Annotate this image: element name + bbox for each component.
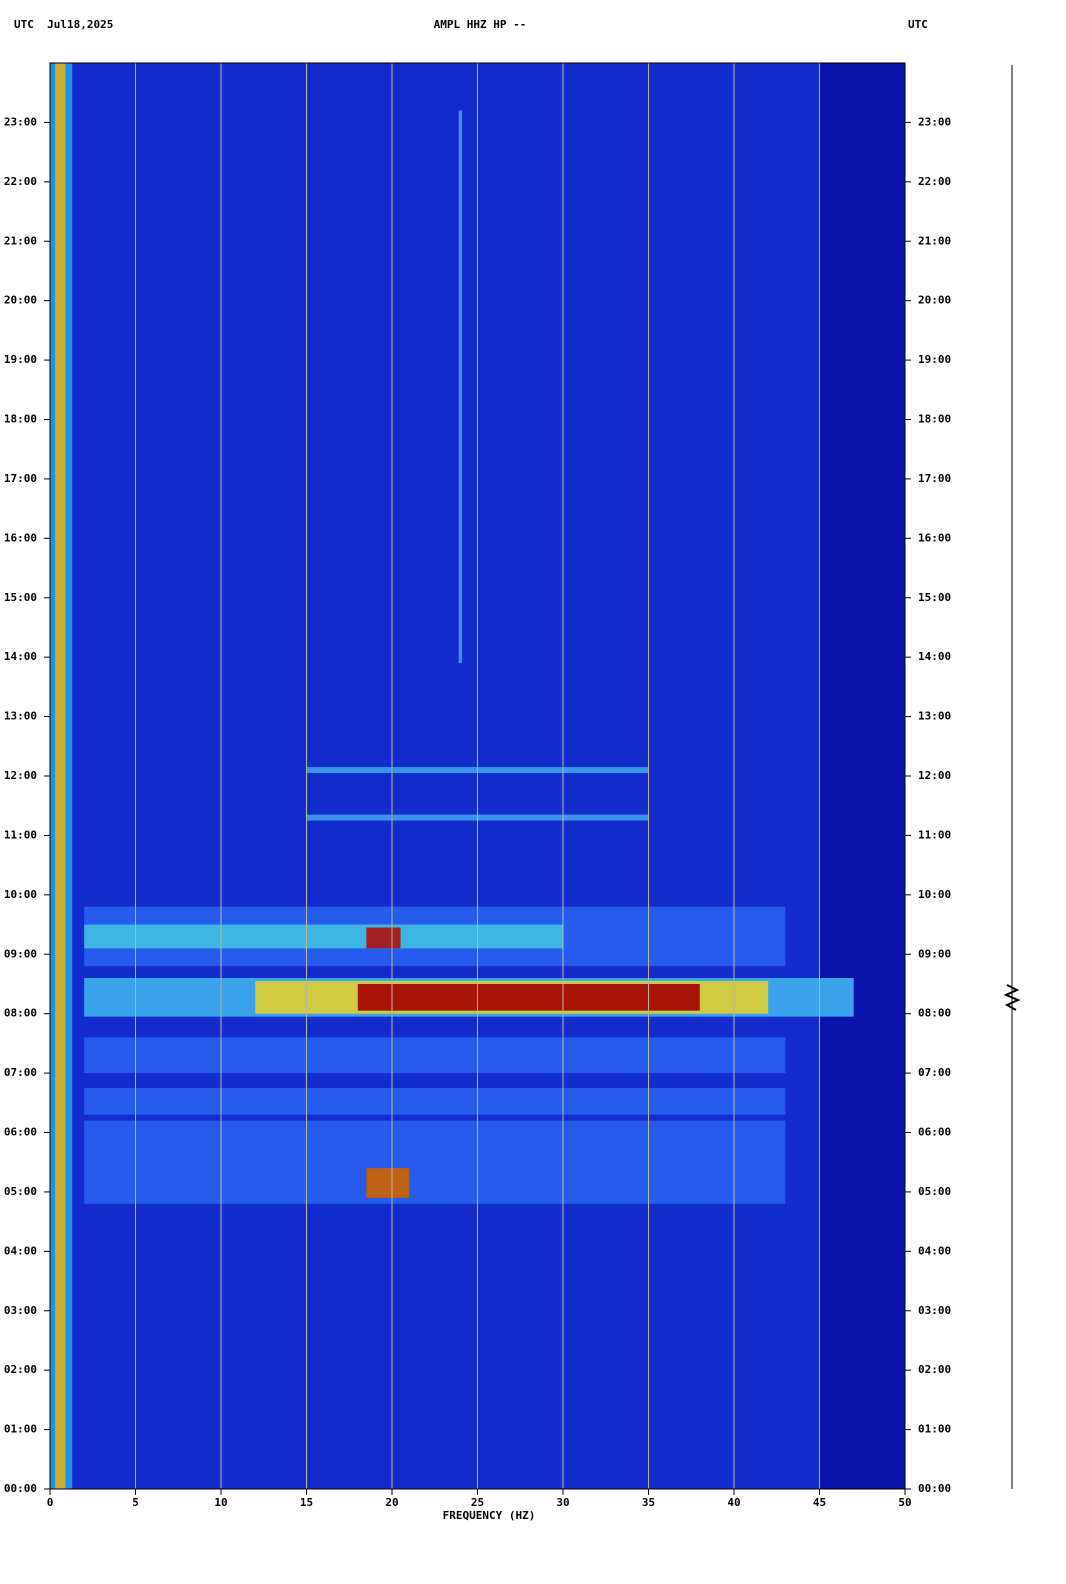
y-tick-label: 04:00 bbox=[4, 1244, 37, 1257]
x-tick-label: 15 bbox=[300, 1496, 313, 1509]
y-tick-label: 13:00 bbox=[4, 710, 37, 723]
x-tick-label: 45 bbox=[813, 1496, 826, 1509]
energy-region bbox=[84, 1120, 786, 1204]
x-tick-label: 0 bbox=[47, 1496, 54, 1509]
y-tick-label: 07:00 bbox=[4, 1066, 37, 1079]
x-tick-label: 35 bbox=[642, 1496, 655, 1509]
x-tick-label: 5 bbox=[132, 1496, 139, 1509]
y-tick-label: 12:00 bbox=[4, 769, 37, 782]
y-tick-label-right: 11:00 bbox=[918, 828, 951, 841]
y-tick-label: 01:00 bbox=[4, 1423, 37, 1436]
y-tick-label-right: 16:00 bbox=[918, 531, 951, 544]
energy-region bbox=[84, 924, 563, 949]
y-tick-label-right: 09:00 bbox=[918, 947, 951, 960]
y-tick-label-right: 08:00 bbox=[918, 1007, 951, 1020]
y-tick-label: 23:00 bbox=[4, 115, 37, 128]
y-tick-label-right: 03:00 bbox=[918, 1304, 951, 1317]
y-tick-label: 19:00 bbox=[4, 353, 37, 366]
energy-region bbox=[67, 63, 820, 1489]
y-tick-label-right: 13:00 bbox=[918, 710, 951, 723]
trace bbox=[1003, 65, 1021, 1489]
y-tick-label: 17:00 bbox=[4, 472, 37, 485]
x-tick-label: 25 bbox=[471, 1496, 484, 1509]
y-tick-label-right: 12:00 bbox=[918, 769, 951, 782]
x-tick-label: 10 bbox=[214, 1496, 227, 1509]
y-tick-label: 15:00 bbox=[4, 591, 37, 604]
y-tick-label: 16:00 bbox=[4, 531, 37, 544]
y-tick-label-right: 19:00 bbox=[918, 353, 951, 366]
y-tick-label: 09:00 bbox=[4, 947, 37, 960]
y-tick-label: 05:00 bbox=[4, 1185, 37, 1198]
y-tick-label: 10:00 bbox=[4, 888, 37, 901]
energy-region bbox=[84, 1087, 786, 1115]
y-tick-label-right: 01:00 bbox=[918, 1423, 951, 1436]
y-tick-label: 00:00 bbox=[4, 1482, 37, 1495]
y-tick-label-right: 22:00 bbox=[918, 175, 951, 188]
header-left: UTC Jul18,2025 bbox=[14, 18, 113, 31]
y-tick-label-right: 07:00 bbox=[918, 1066, 951, 1079]
y-tick-label-right: 05:00 bbox=[918, 1185, 951, 1198]
x-axis-label: FREQUENCY (HZ) bbox=[443, 1509, 536, 1522]
x-tick-label: 20 bbox=[385, 1496, 398, 1509]
energy-region bbox=[357, 983, 700, 1011]
y-tick-label-right: 15:00 bbox=[918, 591, 951, 604]
y-tick-label-right: 00:00 bbox=[918, 1482, 951, 1495]
y-tick-label: 20:00 bbox=[4, 294, 37, 307]
y-tick-label: 11:00 bbox=[4, 828, 37, 841]
y-tick-label: 14:00 bbox=[4, 650, 37, 663]
x-tick-label: 30 bbox=[556, 1496, 569, 1509]
x-tick-label: 40 bbox=[727, 1496, 740, 1509]
y-tick-label: 21:00 bbox=[4, 234, 37, 247]
plot-frame bbox=[49, 62, 906, 1490]
energy-region bbox=[458, 110, 463, 664]
y-tick-label: 22:00 bbox=[4, 175, 37, 188]
x-tick-label: 50 bbox=[898, 1496, 911, 1509]
header-right: UTC bbox=[908, 18, 928, 31]
y-tick-label-right: 14:00 bbox=[918, 650, 951, 663]
y-tick-label-right: 21:00 bbox=[918, 234, 951, 247]
y-tick-label-right: 10:00 bbox=[918, 888, 951, 901]
y-tick-label-right: 17:00 bbox=[918, 472, 951, 485]
y-tick-label-right: 04:00 bbox=[918, 1244, 951, 1257]
energy-region bbox=[366, 927, 401, 949]
y-tick-label: 18:00 bbox=[4, 413, 37, 426]
chart-title: AMPL HHZ HP -- bbox=[434, 18, 527, 31]
energy-region bbox=[84, 1037, 786, 1074]
y-tick-label-right: 20:00 bbox=[918, 294, 951, 307]
y-tick-label-right: 06:00 bbox=[918, 1126, 951, 1139]
y-tick-label: 08:00 bbox=[4, 1007, 37, 1020]
y-tick-label-right: 02:00 bbox=[918, 1363, 951, 1376]
y-tick-label: 02:00 bbox=[4, 1363, 37, 1376]
energy-region bbox=[366, 1168, 410, 1198]
energy-region bbox=[55, 63, 66, 1489]
y-tick-label-right: 18:00 bbox=[918, 413, 951, 426]
y-tick-label: 06:00 bbox=[4, 1126, 37, 1139]
y-tick-label-right: 23:00 bbox=[918, 115, 951, 128]
y-tick-label: 03:00 bbox=[4, 1304, 37, 1317]
